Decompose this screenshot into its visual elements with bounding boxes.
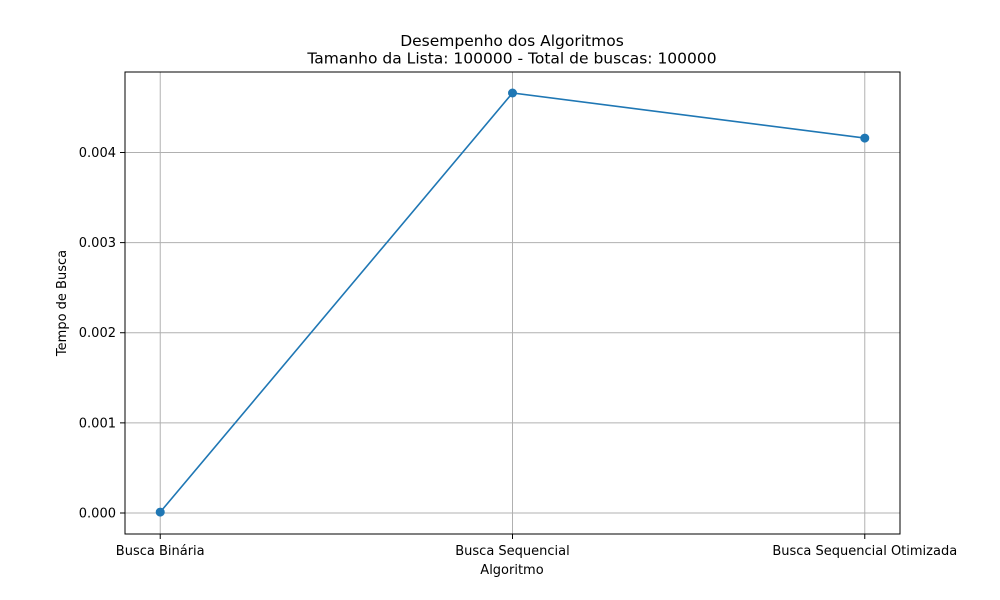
y-axis-label: Tempo de Busca <box>55 250 70 357</box>
data-point <box>860 133 870 143</box>
y-axis: 0.000 0.001 0.002 0.003 0.004 <box>79 146 125 522</box>
y-tick-label: 0.004 <box>79 146 116 161</box>
y-tick-label: 0.002 <box>79 326 116 341</box>
x-tick-label: Busca Binária <box>116 544 205 559</box>
y-tick-label: 0.000 <box>79 507 116 522</box>
x-tick-label: Busca Sequencial Otimizada <box>772 544 957 559</box>
data-point <box>155 507 165 517</box>
x-axis-label: Algoritmo <box>480 563 543 578</box>
x-axis: Busca Binária Busca Sequencial Busca Seque… <box>116 534 957 559</box>
y-tick-label: 0.001 <box>79 416 116 431</box>
chart-subtitle: Tamanho da Lista: 100000 - Total de busc… <box>306 50 716 68</box>
grid <box>125 72 900 534</box>
x-tick-label: Busca Sequencial <box>455 544 570 559</box>
series-layer <box>155 88 870 517</box>
y-tick-label: 0.003 <box>79 236 116 251</box>
data-point <box>508 88 517 98</box>
chart-title: Desempenho dos Algoritmos <box>400 32 624 50</box>
